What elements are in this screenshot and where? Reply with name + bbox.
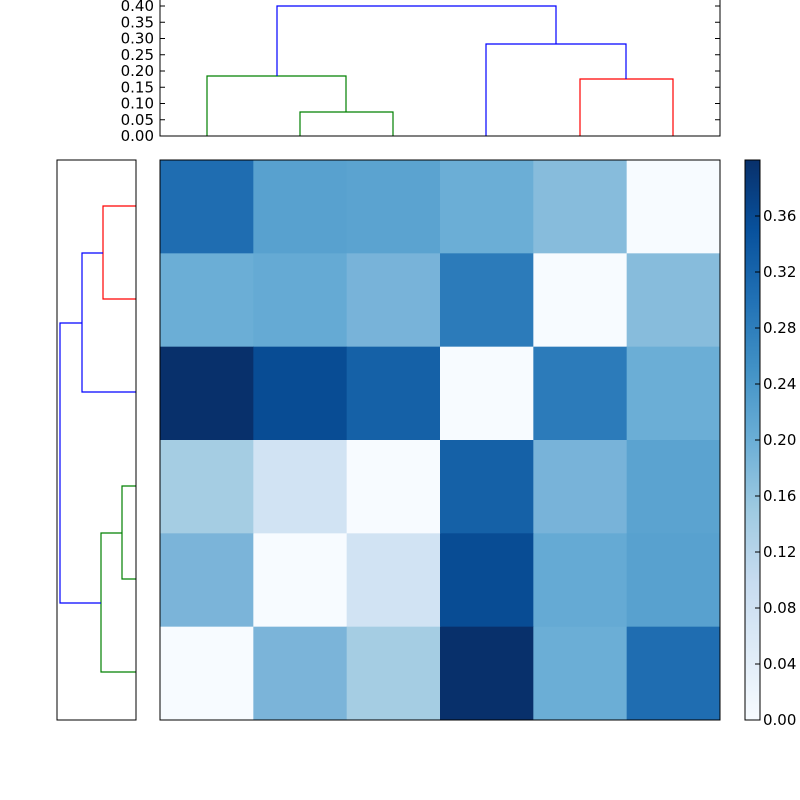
heatmap-cell — [626, 160, 721, 254]
heatmap-cell — [440, 346, 534, 441]
heatmap-cell — [533, 626, 628, 721]
heatmap-cell — [533, 346, 628, 441]
left-dendrogram — [56, 159, 137, 721]
colorbar-tick-label: 0.24 — [763, 375, 796, 393]
heatmap-cell — [440, 253, 534, 348]
heatmap-cell — [440, 440, 534, 534]
colorbar-ticks: 0.00 0.04 0.08 0.12 0.16 0.20 0.24 0.28 0.32 0.36 — [755, 207, 796, 729]
heatmap-cell — [533, 160, 628, 254]
heatmap-cells — [160, 160, 721, 721]
heatmap-cell — [440, 533, 534, 628]
heatmap-cell — [253, 346, 348, 441]
heatmap-cell — [160, 626, 254, 721]
heatmap — [159, 159, 721, 721]
heatmap-cell — [253, 626, 348, 721]
ytick-label: 0.00 — [121, 127, 154, 145]
heatmap-cell — [160, 160, 254, 254]
heatmap-cell — [346, 253, 441, 348]
colorbar-tick-label: 0.16 — [763, 487, 796, 505]
heatmap-frame — [159, 159, 721, 721]
ytick-label: 0.25 — [121, 46, 154, 64]
link-blue-root — [59, 322, 101, 604]
ytick-label: 0.40 — [121, 0, 154, 15]
heatmap-cell — [346, 440, 441, 534]
ytick-label: 0.10 — [121, 95, 154, 113]
heatmap-cell — [346, 626, 441, 721]
heatmap-cell — [533, 533, 628, 628]
ytick-label: 0.30 — [121, 30, 154, 48]
heatmap-cell — [533, 253, 628, 348]
ytick-label: 0.15 — [121, 78, 154, 96]
heatmap-cell — [626, 346, 721, 441]
heatmap-cell — [160, 253, 254, 348]
heatmap-cell — [626, 440, 721, 534]
colorbar-tick-label: 0.28 — [763, 319, 796, 337]
top-dendrogram-frame — [159, 0, 721, 137]
heatmap-cell — [626, 626, 721, 721]
heatmap-cell — [253, 160, 348, 254]
link-blue-root — [276, 5, 557, 76]
colorbar-tick-label: 0.04 — [763, 655, 796, 673]
colorbar-tick-label: 0.32 — [763, 263, 796, 281]
ytick-label: 0.35 — [121, 13, 154, 31]
heatmap-cell — [253, 440, 348, 534]
ytick-label: 0.05 — [121, 111, 154, 129]
heatmap-cell — [626, 253, 721, 348]
heatmap-cell — [253, 253, 348, 348]
heatmap-cell — [253, 533, 348, 628]
heatmap-cell — [440, 160, 534, 254]
heatmap-cell — [160, 440, 254, 534]
heatmap-cell — [533, 440, 628, 534]
heatmap-cell — [160, 346, 254, 441]
colorbar-tick-label: 0.12 — [763, 543, 796, 561]
top-dendrogram: 0.000.050.100.150.200.250.300.350.40 — [121, 0, 721, 145]
heatmap-cell — [440, 626, 534, 721]
top-dendrogram-links — [206, 5, 674, 136]
heatmap-cell — [346, 533, 441, 628]
heatmap-cell — [626, 533, 721, 628]
colorbar-tick-label: 0.36 — [763, 207, 796, 225]
ytick-label: 0.20 — [121, 62, 154, 80]
colorbar-tick-label: 0.20 — [763, 431, 796, 449]
heatmap-cell — [346, 160, 441, 254]
colorbar-tick-label: 0.00 — [763, 711, 796, 729]
top-dendrogram-yticks: 0.000.050.100.150.200.250.300.350.40 — [121, 0, 720, 145]
heatmap-cell — [346, 346, 441, 441]
heatmap-cell — [160, 533, 254, 628]
left-dendrogram-frame — [56, 159, 137, 721]
colorbar-tick-label: 0.08 — [763, 599, 796, 617]
colorbar: 0.00 0.04 0.08 0.12 0.16 0.20 0.24 0.28 0.32 0.36 — [744, 159, 796, 729]
